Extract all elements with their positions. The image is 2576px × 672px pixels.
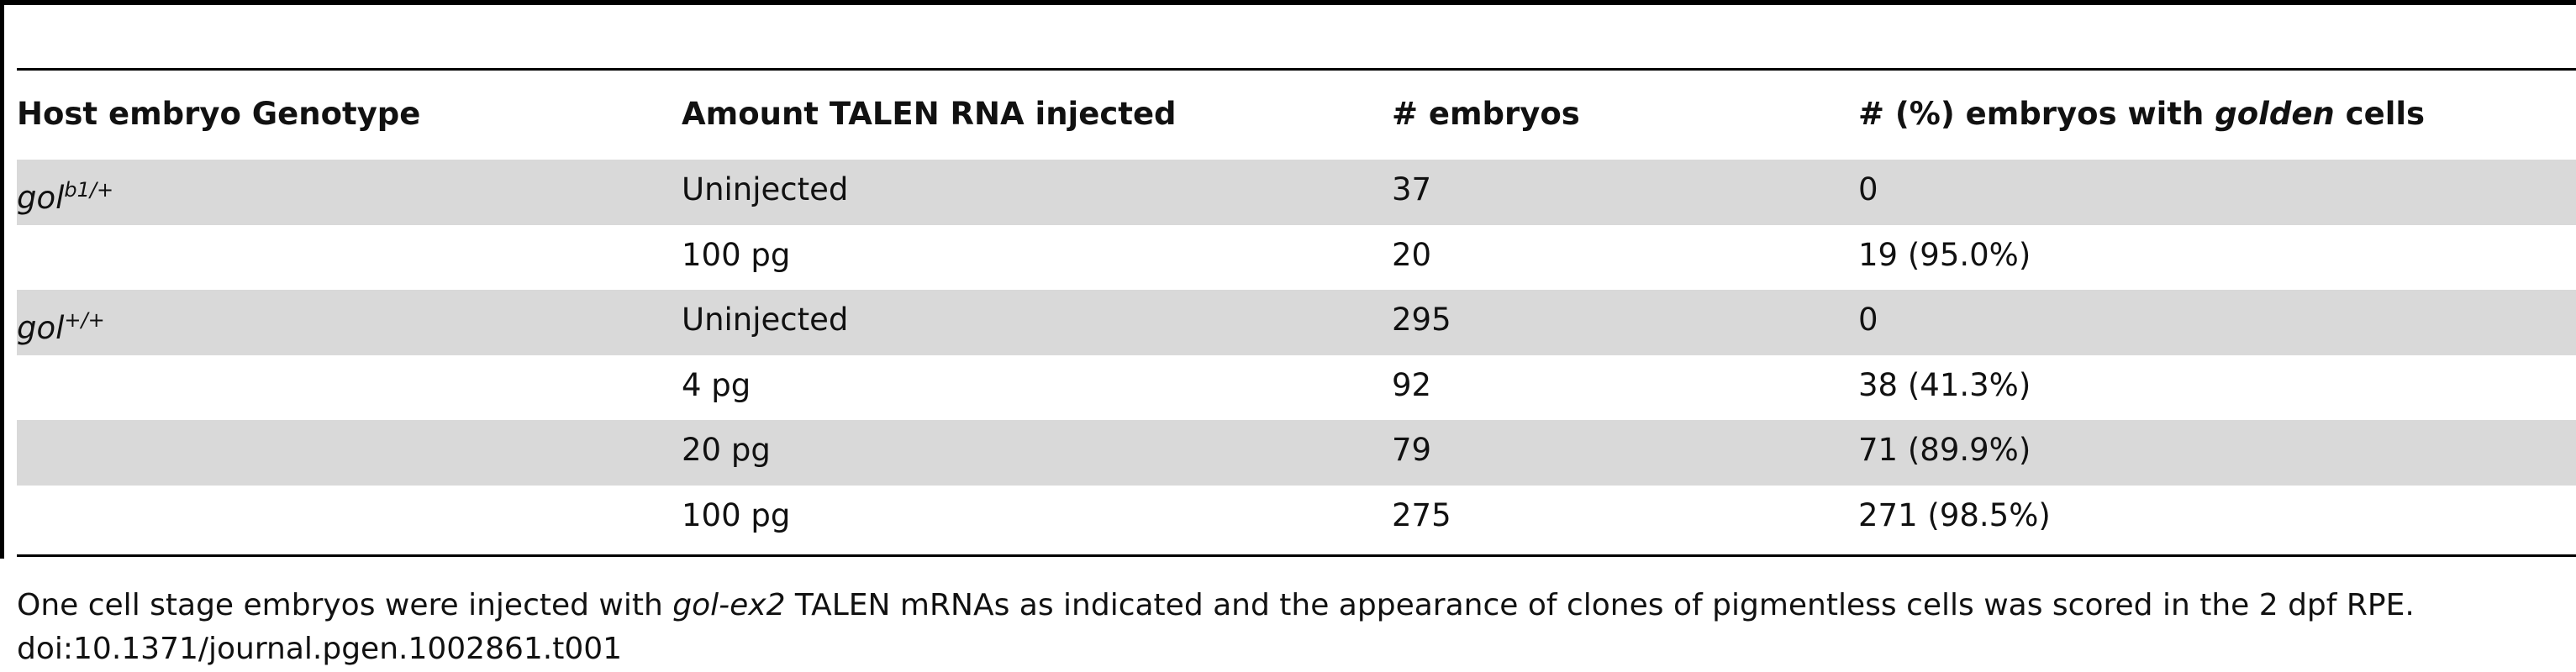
table-cell: 20 pg [682,432,771,468]
text: TALEN mRNAs as indicated and the appeara… [785,588,2415,622]
table-cell: 295 [1392,302,1451,338]
genotype: gol [17,180,65,216]
header-cell: Host embryo Genotype [17,96,421,132]
genotype-superscript: +/+ [64,308,105,332]
top-rule [0,0,2576,5]
table-cell: 4 pg [682,366,751,403]
header-cell: # embryos [1392,96,1580,132]
table-cell: 100 pg [682,236,791,273]
table-cell: 71 (89.9%) [1858,432,2031,468]
table-cell: 38 (41.3%) [1858,366,2031,403]
table-cell: golb1/+ [17,165,113,223]
header-cell: Amount TALEN RNA injected [682,96,1177,132]
doi: doi:10.1371/journal.pgen.1002861.t001 [17,632,623,666]
table-cell: 0 [1858,302,1878,338]
table-cell: 100 pg [682,496,791,533]
row-band [17,420,2576,486]
table-cell: 92 [1392,366,1432,403]
table-cell: 0 [1858,171,1878,207]
text: cells [2334,96,2426,132]
table-cell: 19 (95.0%) [1858,236,2031,273]
row-band [17,290,2576,355]
bottom-rule [17,554,2576,557]
genotype-superscript: b1/+ [64,178,114,202]
row-band [17,160,2576,225]
table-cell: 20 [1392,236,1432,273]
table-cell: 79 [1392,432,1432,468]
footnote: One cell stage embryos were injected wit… [17,588,2415,622]
table-cell: 271 (98.5%) [1858,496,2051,533]
left-border [0,0,4,559]
text: # (%) embryos with [1858,96,2215,132]
table-cell: 37 [1392,171,1432,207]
genotype: gol [17,310,65,346]
text: One cell stage embryos were injected wit… [17,588,673,622]
header-rule [17,68,2576,71]
table-cell: gol+/+ [17,295,105,354]
table-cell: Uninjected [682,302,849,338]
header-cell: # (%) embryos with golden cells [1858,89,2425,139]
table-cell: 275 [1392,496,1451,533]
table-cell: Uninjected [682,171,849,207]
italic-text: golden [2215,96,2335,132]
italic-text: gol-ex2 [672,588,786,622]
